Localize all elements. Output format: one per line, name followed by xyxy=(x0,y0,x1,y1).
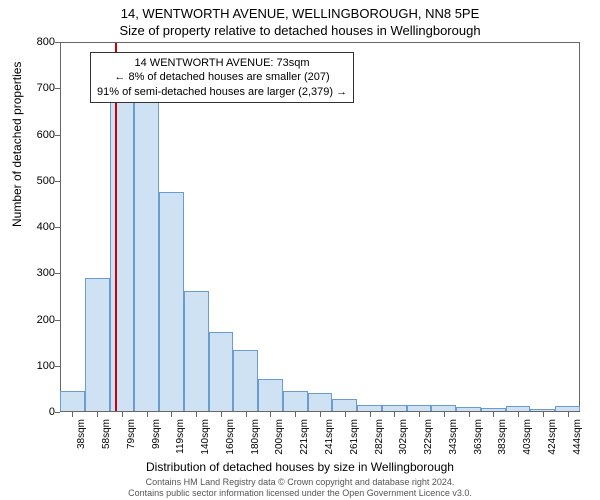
bar xyxy=(506,406,531,411)
annotation-box: 14 WENTWORTH AVENUE: 73sqm← 8% of detach… xyxy=(90,52,354,103)
y-tick-label: 200 xyxy=(37,314,55,326)
annotation-line2: ← 8% of detached houses are smaller (207… xyxy=(97,70,347,84)
y-tick-mark xyxy=(55,366,60,367)
y-tick-mark xyxy=(55,135,60,136)
y-tick-label: 600 xyxy=(37,129,55,141)
x-tick-label: 322sqm xyxy=(423,419,434,455)
x-tick-mark xyxy=(345,412,346,417)
x-tick-label: 221sqm xyxy=(299,419,310,455)
bar xyxy=(209,332,234,411)
y-tick-label: 700 xyxy=(37,82,55,94)
x-tick-mark xyxy=(122,412,123,417)
x-tick-label: 160sqm xyxy=(225,419,236,455)
x-axis-label: Distribution of detached houses by size … xyxy=(0,460,600,474)
y-tick-mark xyxy=(55,412,60,413)
y-tick-mark xyxy=(55,227,60,228)
bar xyxy=(407,405,432,411)
bar xyxy=(159,192,184,411)
bar xyxy=(456,407,481,411)
x-tick-label: 343sqm xyxy=(448,419,459,455)
x-tick-mark xyxy=(171,412,172,417)
x-tick-label: 119sqm xyxy=(175,419,186,454)
y-tick-mark xyxy=(55,88,60,89)
x-tick-label: 58sqm xyxy=(101,419,112,449)
x-tick-label: 180sqm xyxy=(250,419,261,455)
bar xyxy=(481,408,506,411)
x-tick-mark xyxy=(469,412,470,417)
y-tick-mark xyxy=(55,42,60,43)
x-tick-label: 403sqm xyxy=(522,419,533,455)
x-tick-label: 282sqm xyxy=(374,419,385,455)
bar xyxy=(110,101,135,411)
x-tick-label: 383sqm xyxy=(497,419,508,455)
x-tick-label: 302sqm xyxy=(398,419,409,455)
x-tick-mark xyxy=(444,412,445,417)
y-tick-label: 500 xyxy=(37,175,55,187)
footer-line2: Contains public sector information licen… xyxy=(0,488,600,499)
annotation-line3: 91% of semi-detached houses are larger (… xyxy=(97,85,347,99)
x-tick-label: 79sqm xyxy=(126,419,137,449)
bar xyxy=(184,291,209,411)
annotation-line1: 14 WENTWORTH AVENUE: 73sqm xyxy=(97,56,347,70)
y-tick-label: 300 xyxy=(37,267,55,279)
bar xyxy=(308,393,333,411)
x-tick-mark xyxy=(370,412,371,417)
x-tick-mark xyxy=(147,412,148,417)
chart-subtitle: Size of property relative to detached ho… xyxy=(0,21,600,38)
plot-area: 010020030040050060070080038sqm58sqm79sqm… xyxy=(60,42,580,412)
bar xyxy=(85,278,110,411)
bar xyxy=(60,391,85,411)
x-tick-label: 444sqm xyxy=(572,419,583,455)
x-tick-mark xyxy=(518,412,519,417)
x-tick-label: 38sqm xyxy=(76,419,87,449)
y-tick-label: 100 xyxy=(37,360,55,372)
x-tick-mark xyxy=(394,412,395,417)
x-tick-mark xyxy=(97,412,98,417)
y-tick-label: 400 xyxy=(37,221,55,233)
x-tick-mark xyxy=(72,412,73,417)
bar xyxy=(233,350,258,411)
x-tick-mark xyxy=(493,412,494,417)
y-tick-label: 800 xyxy=(37,36,55,48)
y-tick-mark xyxy=(55,273,60,274)
x-tick-label: 363sqm xyxy=(473,419,484,455)
x-tick-label: 99sqm xyxy=(151,419,162,449)
x-tick-mark xyxy=(543,412,544,417)
bar xyxy=(258,379,283,411)
bar xyxy=(555,406,580,411)
footer: Contains HM Land Registry data © Crown c… xyxy=(0,477,600,499)
chart-title: 14, WENTWORTH AVENUE, WELLINGBOROUGH, NN… xyxy=(0,0,600,21)
x-tick-label: 261sqm xyxy=(349,419,360,455)
bar xyxy=(382,405,407,411)
y-tick-mark xyxy=(55,181,60,182)
x-tick-mark xyxy=(270,412,271,417)
y-axis-label: Number of detached properties xyxy=(10,62,24,227)
x-tick-mark xyxy=(246,412,247,417)
x-tick-label: 200sqm xyxy=(274,419,285,455)
bar xyxy=(134,101,159,411)
bar xyxy=(357,405,382,411)
x-tick-mark xyxy=(221,412,222,417)
x-tick-mark xyxy=(196,412,197,417)
x-tick-mark xyxy=(320,412,321,417)
bar xyxy=(431,405,456,411)
bar xyxy=(530,409,555,411)
x-tick-mark xyxy=(295,412,296,417)
bar xyxy=(332,399,357,411)
bar xyxy=(283,391,308,411)
footer-line1: Contains HM Land Registry data © Crown c… xyxy=(0,477,600,488)
x-tick-label: 424sqm xyxy=(547,419,558,455)
x-tick-label: 241sqm xyxy=(324,419,335,455)
y-tick-mark xyxy=(55,320,60,321)
x-tick-mark xyxy=(568,412,569,417)
x-tick-mark xyxy=(419,412,420,417)
x-tick-label: 140sqm xyxy=(200,419,211,455)
